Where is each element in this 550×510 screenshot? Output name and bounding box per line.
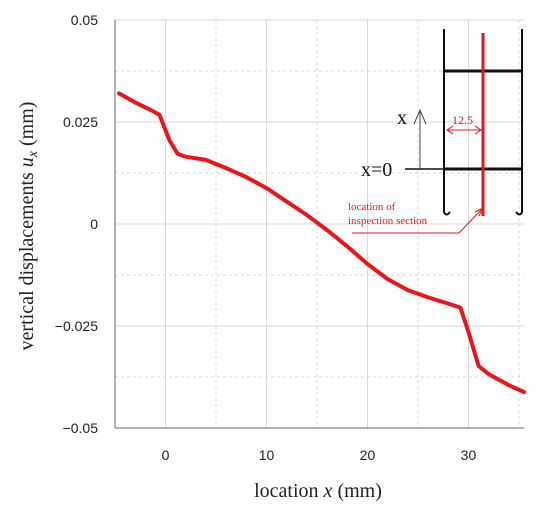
dimension-arrowhead-left — [446, 125, 454, 135]
y-tick-label: 0.05 — [71, 12, 98, 28]
annotation-leader — [352, 207, 484, 234]
x-axis-title-variable: x — [323, 480, 333, 502]
x-axis-title-prefix: location — [254, 480, 323, 502]
y-tick-label: 0.025 — [63, 114, 98, 130]
x-axis-title: location x (mm) — [254, 480, 382, 502]
x-tick-label: 30 — [461, 447, 477, 463]
x-tick-labels: 0 10 20 30 — [162, 447, 477, 463]
y-tick-labels: −0.05 −0.025 0 0.025 0.05 — [55, 12, 98, 436]
y-axis-title-suffix: (mm) — [16, 102, 38, 151]
series-layer — [117, 91, 526, 395]
annotation-leader-arrowhead — [474, 206, 485, 217]
x-tick-label: 20 — [360, 447, 376, 463]
y-axis-title-subscript: x — [26, 150, 41, 158]
y-tick-label: 0 — [90, 216, 98, 232]
y-gridlines — [115, 19, 524, 429]
inset-x-label: x — [397, 107, 407, 129]
annotation-line-1: location of — [348, 201, 396, 213]
x-tick-label: 10 — [259, 447, 275, 463]
inset-dimension-label: 12.5 — [452, 113, 473, 127]
x-tick-label: 0 — [162, 447, 170, 463]
y-axis-title: vertical displacements ux (mm) — [16, 102, 41, 351]
annotation-line-2: inspection section — [348, 215, 428, 227]
inset-x0-label: x=0 — [361, 159, 392, 181]
inset-schematic: x x=0 12.5 location of inspection sectio… — [348, 29, 523, 234]
x-gridlines — [164, 20, 520, 428]
y-axis-title-prefix: vertical displacements — [16, 167, 38, 350]
y-tick-label: −0.05 — [63, 420, 99, 436]
inset-left-edge — [443, 29, 451, 216]
series-line — [117, 91, 526, 395]
inset-right-edge — [515, 29, 523, 216]
y-axis-title-variable: u — [16, 157, 38, 167]
y-tick-label: −0.025 — [55, 318, 98, 334]
x-axis-title-suffix: (mm) — [332, 480, 381, 502]
x-direction-arrowhead — [413, 108, 427, 125]
dimension-arrowhead-right — [474, 125, 482, 135]
